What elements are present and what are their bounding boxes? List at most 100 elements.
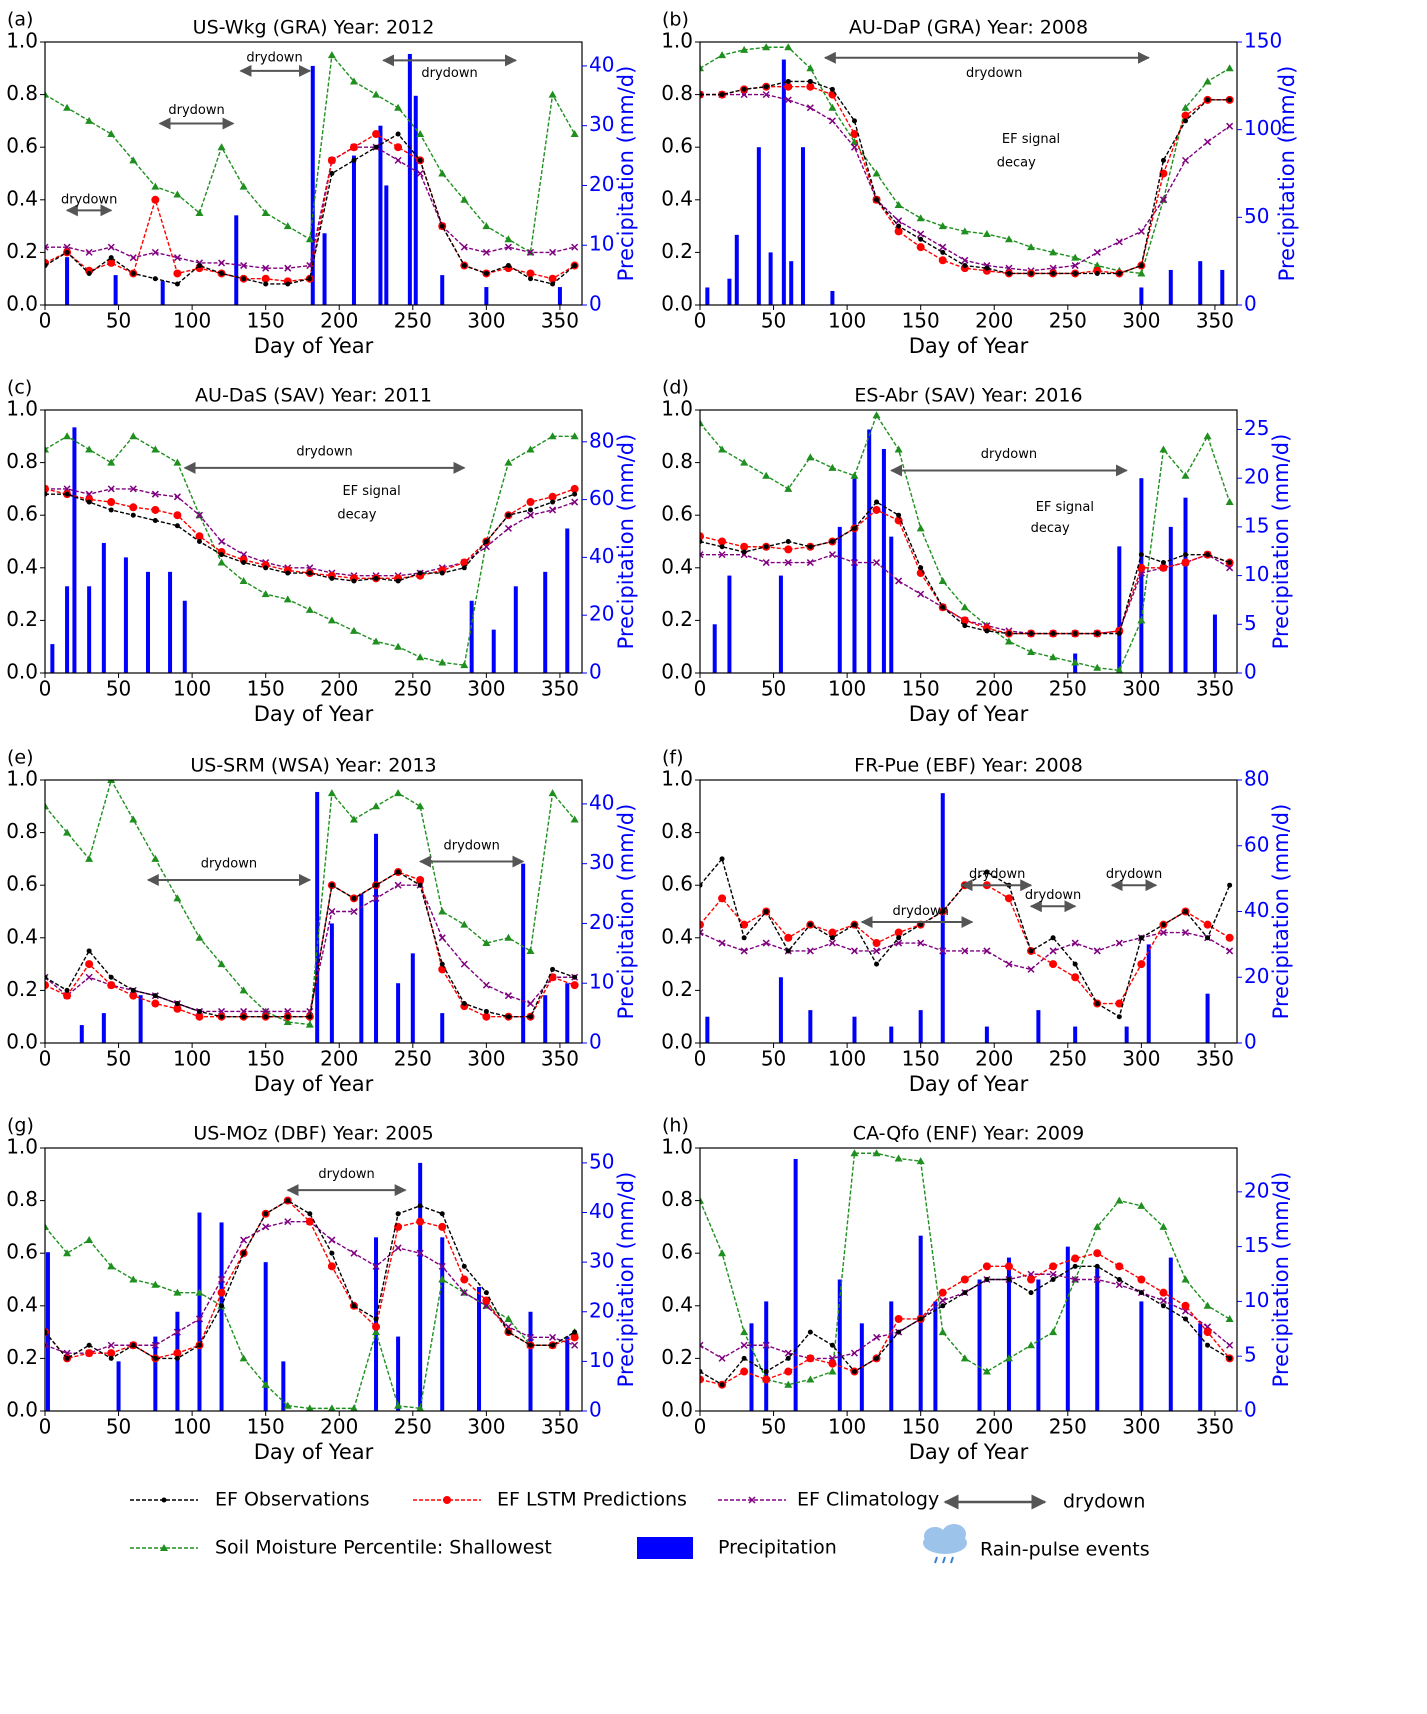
precip-bar bbox=[800, 147, 805, 305]
x-tick-label: 50 bbox=[106, 1415, 131, 1439]
obs-marker bbox=[241, 276, 247, 282]
precip-bar bbox=[543, 571, 548, 673]
x-tick-label: 50 bbox=[106, 677, 131, 701]
clim-marker bbox=[416, 169, 424, 178]
sm-marker bbox=[894, 201, 903, 209]
y-tick-label: 0.0 bbox=[6, 292, 38, 316]
obs-marker bbox=[785, 1355, 791, 1361]
clim-marker bbox=[1226, 122, 1234, 130]
sm-marker bbox=[784, 43, 793, 51]
sm-marker bbox=[107, 780, 116, 783]
y2-tick-label: 25 bbox=[1244, 416, 1269, 440]
clim-marker bbox=[1226, 1341, 1234, 1349]
lstm-marker bbox=[700, 532, 704, 541]
x-axis-label: Day of Year bbox=[254, 702, 374, 726]
lstm-marker bbox=[1203, 920, 1212, 929]
y-tick-label: 0.6 bbox=[6, 134, 38, 158]
x-tick-label: 300 bbox=[1122, 1415, 1160, 1439]
obs-marker bbox=[219, 1014, 225, 1020]
lstm-marker bbox=[1004, 1262, 1013, 1271]
plot-area bbox=[700, 1149, 1234, 1411]
panel-label: (c) bbox=[7, 377, 32, 399]
obs-marker bbox=[896, 223, 902, 229]
precip-bar bbox=[756, 147, 761, 305]
lstm-marker bbox=[460, 1275, 469, 1284]
precip-bar bbox=[153, 1336, 158, 1411]
clim-marker bbox=[873, 947, 881, 955]
obs-marker bbox=[439, 570, 445, 576]
obs-marker bbox=[483, 1008, 489, 1014]
x-tick-label: 350 bbox=[1196, 309, 1234, 333]
obs-marker bbox=[700, 92, 703, 98]
clim-marker bbox=[129, 254, 137, 262]
obs-marker bbox=[329, 171, 335, 176]
sm-marker bbox=[1071, 658, 1080, 666]
obs-marker bbox=[108, 255, 114, 261]
obs-marker bbox=[329, 575, 335, 581]
sm-marker bbox=[700, 64, 704, 72]
panel: 0.0 0.2 0.4 0.6 0.8 1.0 0 20 40 60 80 0 50 100 150 200 2… bbox=[6, 377, 638, 727]
clim-marker bbox=[1115, 939, 1123, 947]
legend-swatch bbox=[637, 1537, 693, 1559]
lstm-marker bbox=[1115, 999, 1124, 1008]
obs-marker bbox=[874, 961, 880, 967]
lstm-marker bbox=[938, 1288, 947, 1297]
annotation: drydown bbox=[421, 66, 477, 81]
sm-marker bbox=[1159, 1222, 1168, 1230]
precip-bar bbox=[410, 953, 415, 1043]
precip-bar bbox=[918, 1010, 923, 1043]
sm-marker bbox=[1115, 666, 1124, 673]
lstm-marker bbox=[1203, 1328, 1212, 1337]
y-tick-label: 0.8 bbox=[661, 1187, 693, 1211]
obs-marker bbox=[196, 1342, 202, 1348]
y2-tick-label: 40 bbox=[589, 544, 614, 568]
precip-bar bbox=[168, 571, 173, 673]
clim-marker bbox=[1071, 262, 1079, 270]
clim-marker bbox=[1181, 929, 1190, 937]
lstm-marker bbox=[151, 999, 160, 1008]
lstm-marker bbox=[151, 195, 160, 204]
legend-label: Soil Moisture Percentile: Shallowest bbox=[215, 1537, 552, 1559]
y2-axis-label: Precipitation (mm/d) bbox=[1269, 804, 1293, 1020]
panel: 0.0 0.2 0.4 0.6 0.8 1.0 0 10 20 30 40 0 50 100 150 200 2… bbox=[6, 9, 638, 359]
legend-label: Precipitation bbox=[718, 1537, 837, 1559]
clim-marker bbox=[1159, 196, 1167, 204]
x-tick-label: 0 bbox=[694, 1047, 707, 1071]
lstm-marker bbox=[443, 1496, 451, 1504]
sm-marker bbox=[916, 1157, 925, 1165]
lstm-marker bbox=[548, 492, 557, 501]
sm-marker bbox=[85, 854, 94, 862]
obs-marker bbox=[1205, 552, 1211, 558]
clim-marker bbox=[416, 1249, 424, 1257]
sm-marker bbox=[45, 445, 49, 453]
series-line bbox=[45, 1220, 575, 1354]
obs-marker bbox=[263, 1014, 269, 1020]
sm-marker bbox=[63, 828, 72, 836]
obs-marker bbox=[962, 623, 968, 629]
precip-bar bbox=[281, 1361, 286, 1411]
obs-marker bbox=[263, 1211, 269, 1217]
x-tick-label: 200 bbox=[320, 1047, 358, 1071]
x-tick-label: 100 bbox=[173, 677, 211, 701]
lstm-marker bbox=[718, 537, 727, 546]
sm-marker bbox=[916, 524, 925, 532]
x-tick-label: 300 bbox=[467, 677, 505, 701]
sm-marker bbox=[1049, 653, 1058, 661]
lstm-marker bbox=[548, 274, 557, 283]
sm-marker bbox=[1027, 243, 1036, 251]
y2-tick-label: 10 bbox=[1244, 1288, 1269, 1312]
precip-bar bbox=[138, 995, 143, 1043]
clim-marker bbox=[740, 1341, 748, 1349]
obs-marker bbox=[483, 539, 489, 544]
precip-bar bbox=[808, 1010, 813, 1043]
lstm-marker bbox=[960, 1275, 969, 1284]
y2-tick-label: 150 bbox=[1244, 29, 1282, 53]
precip-bar bbox=[329, 923, 334, 1043]
precip-bar bbox=[889, 1026, 894, 1043]
sm-marker bbox=[129, 432, 138, 440]
sm-marker bbox=[784, 484, 793, 492]
y-tick-label: 0.4 bbox=[6, 186, 38, 210]
lstm-marker bbox=[173, 1004, 182, 1013]
obs-marker bbox=[1072, 961, 1078, 967]
